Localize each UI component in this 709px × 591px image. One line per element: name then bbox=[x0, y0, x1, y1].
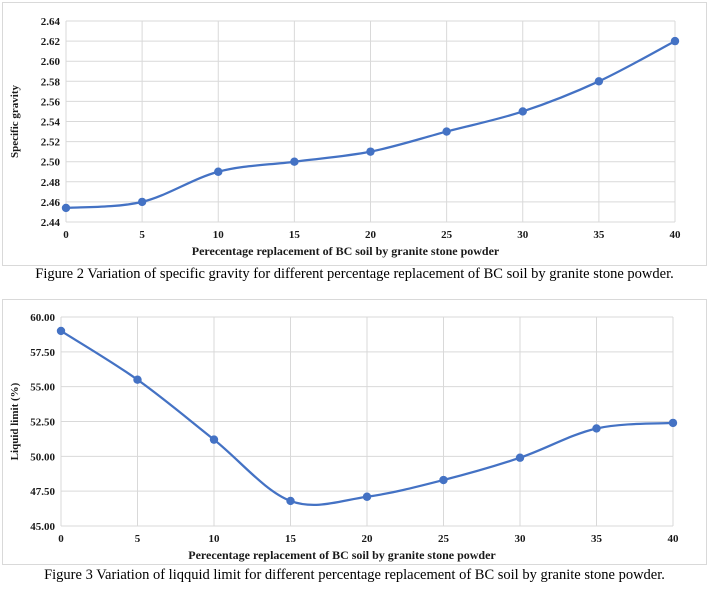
data-point-30 bbox=[515, 453, 525, 462]
y-tick-label: 2.44 bbox=[41, 217, 61, 229]
specific-gravity-plot: 2.44 2.46 2.48 2.50 2.52 2.54 2.56 2.58 2.60 2.62… bbox=[9, 16, 682, 258]
x-tick-label: 5 bbox=[135, 533, 141, 545]
x-tick-label: 30 bbox=[517, 229, 529, 241]
data-point-20 bbox=[366, 147, 375, 156]
x-tick-label: 40 bbox=[668, 533, 680, 545]
x-tick-label: 40 bbox=[670, 229, 682, 241]
data-point-10 bbox=[209, 435, 219, 444]
x-tick-label: 25 bbox=[441, 229, 453, 241]
x-tick-label: 30 bbox=[515, 533, 527, 545]
y-tick-label: 55.00 bbox=[30, 382, 55, 394]
y-tick-label: 2.56 bbox=[41, 96, 61, 108]
y-tick-label: 52.50 bbox=[30, 417, 55, 429]
y-tick-label: 60.00 bbox=[30, 312, 55, 324]
data-point-0 bbox=[56, 326, 66, 336]
y-tick-label: 2.64 bbox=[41, 16, 61, 28]
data-point-5 bbox=[133, 375, 142, 384]
data-point-25 bbox=[442, 127, 451, 136]
y-tick-label: 2.46 bbox=[41, 197, 61, 209]
gridlines bbox=[60, 316, 674, 527]
x-tick-label: 20 bbox=[365, 229, 377, 241]
specific-gravity-chart: 2.44 2.46 2.48 2.50 2.52 2.54 2.56 2.58 2.60 2.62… bbox=[2, 2, 707, 266]
y-tick-label: 2.60 bbox=[41, 56, 61, 68]
x-tick-label: 35 bbox=[591, 533, 603, 545]
x-tick-label: 10 bbox=[209, 533, 221, 545]
y-tick-label: 57.50 bbox=[30, 347, 55, 359]
x-tick-label: 0 bbox=[63, 229, 69, 241]
data-point-40 bbox=[670, 36, 680, 46]
series-line bbox=[60, 329, 674, 506]
y-tick-label: 45.00 bbox=[30, 521, 55, 533]
x-tick-label: 15 bbox=[289, 229, 301, 241]
y-tick-label: 2.48 bbox=[41, 177, 61, 189]
y-tick-label: 2.54 bbox=[41, 117, 61, 129]
y-tick-label: 50.00 bbox=[30, 451, 55, 463]
x-tick-label: 20 bbox=[362, 533, 374, 545]
y-tick-label: 2.50 bbox=[41, 157, 61, 169]
x-axis-title: Perecentage replacement of BC soil by gr… bbox=[192, 244, 500, 258]
x-tick-label: 10 bbox=[213, 229, 225, 241]
y-tick-label: 2.52 bbox=[41, 137, 61, 149]
y-axis-title: Liquid limit (%) bbox=[9, 382, 21, 460]
data-point-15 bbox=[286, 496, 295, 506]
figure-2-caption: Figure 2 Variation of specific gravity f… bbox=[35, 266, 674, 282]
figure-3-caption: Figure 3 Variation of liqquid limit for … bbox=[44, 567, 665, 583]
data-point-10 bbox=[214, 167, 223, 176]
x-tick-label: 5 bbox=[139, 229, 145, 241]
x-tick-label: 15 bbox=[285, 533, 297, 545]
x-tick-label: 35 bbox=[593, 229, 605, 241]
data-point-20 bbox=[362, 492, 372, 501]
data-point-5 bbox=[137, 197, 147, 207]
data-point-40 bbox=[668, 418, 678, 428]
x-tick-label: 0 bbox=[58, 533, 64, 545]
x-tick-label: 25 bbox=[438, 533, 450, 545]
x-axis-title: Perecentage replacement of BC soil by gr… bbox=[188, 548, 496, 562]
data-point-25 bbox=[439, 475, 448, 485]
gridlines bbox=[65, 20, 676, 223]
data-point-15 bbox=[290, 157, 299, 166]
liquid-limit-chart: 45.00 47.50 50.00 52.50 55.00 57.50 60.00 0 5 10 1… bbox=[2, 299, 707, 565]
data-point-30 bbox=[518, 107, 527, 116]
data-point-35 bbox=[594, 77, 604, 86]
y-tick-label: 47.50 bbox=[30, 486, 55, 498]
liquid-limit-plot: 45.00 47.50 50.00 52.50 55.00 57.50 60.00 0 5 10 1… bbox=[9, 312, 680, 562]
data-point-35 bbox=[592, 424, 601, 433]
y-axis-title: Specific gravity bbox=[9, 84, 21, 158]
y-tick-label: 2.62 bbox=[41, 36, 61, 48]
data-point-0 bbox=[61, 203, 71, 213]
y-tick-label: 2.58 bbox=[41, 76, 61, 88]
